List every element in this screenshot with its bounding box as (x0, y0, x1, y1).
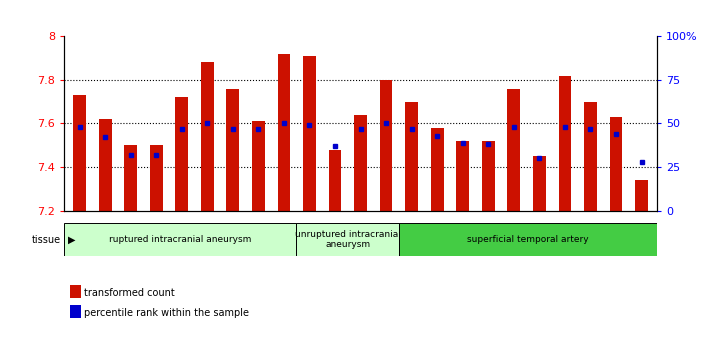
Text: tissue: tissue (31, 234, 61, 245)
Bar (482, 141, 495, 211)
Bar (558, 76, 571, 211)
Bar (252, 121, 265, 211)
Bar (201, 62, 213, 211)
Bar (533, 156, 545, 211)
Bar (610, 117, 623, 211)
Bar (380, 80, 393, 211)
Bar (176, 97, 188, 211)
Text: ▶: ▶ (68, 234, 76, 245)
Bar (635, 180, 648, 211)
Bar (74, 95, 86, 211)
Bar (278, 54, 291, 211)
Text: superficial temporal artery: superficial temporal artery (467, 235, 589, 244)
Bar (431, 128, 443, 211)
Bar (70, 305, 81, 318)
Bar (399, 223, 657, 256)
Bar (99, 119, 111, 211)
Bar (406, 102, 418, 211)
Text: ruptured intracranial aneurysm: ruptured intracranial aneurysm (109, 235, 251, 244)
Bar (584, 102, 597, 211)
Bar (226, 89, 239, 211)
Bar (296, 223, 399, 256)
Text: transformed count: transformed count (84, 288, 174, 298)
Bar (508, 89, 521, 211)
Bar (150, 145, 163, 211)
Bar (303, 56, 316, 211)
Bar (64, 223, 296, 256)
Bar (354, 115, 367, 211)
Text: unruptured intracranial
aneurysm: unruptured intracranial aneurysm (295, 230, 401, 249)
Bar (70, 285, 81, 298)
Text: percentile rank within the sample: percentile rank within the sample (84, 307, 248, 318)
Bar (456, 141, 469, 211)
Bar (124, 145, 137, 211)
Bar (328, 150, 341, 211)
